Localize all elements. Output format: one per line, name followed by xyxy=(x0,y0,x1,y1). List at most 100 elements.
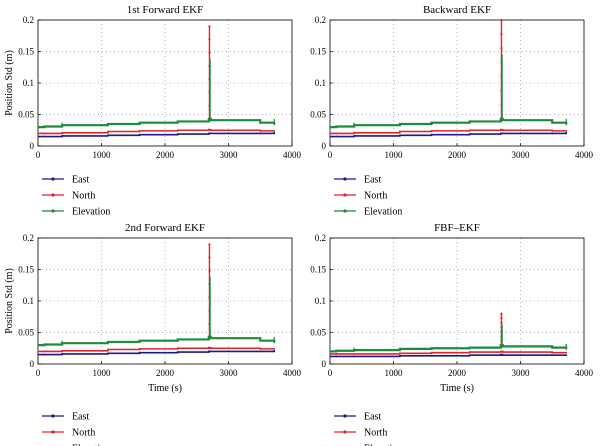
legend-marker-elevation xyxy=(51,209,55,213)
series-point-north xyxy=(259,129,262,132)
x-tick-label: 4000 xyxy=(575,150,594,160)
y-axis-label: Position Std (m) xyxy=(4,268,15,334)
series-point-north xyxy=(138,347,141,350)
series-point-north xyxy=(106,348,109,351)
series-point-east xyxy=(335,355,338,358)
series-point-east xyxy=(259,350,262,353)
x-tick-label: 1000 xyxy=(93,368,112,378)
legend-label-north: North xyxy=(72,428,95,439)
series-point-north xyxy=(106,130,109,133)
series-point-north xyxy=(43,350,46,353)
series-point-east xyxy=(353,135,356,137)
series-point-elevation xyxy=(259,339,262,342)
x-tick-label: 2000 xyxy=(156,150,175,160)
series-point-east xyxy=(468,133,471,135)
series-point-north xyxy=(501,129,504,132)
spike-marker xyxy=(208,309,211,312)
series-point-elevation xyxy=(43,125,46,128)
series-line-north xyxy=(330,350,567,355)
y-tick-label: 0.2 xyxy=(23,233,34,243)
series-point-elevation xyxy=(430,347,433,350)
series-point-east xyxy=(551,132,554,135)
legend-label-north: North xyxy=(364,428,387,439)
series-point-east xyxy=(207,350,210,353)
legend-label-elevation: Elevation xyxy=(364,207,402,218)
series-point-north xyxy=(207,128,210,131)
series-point-north xyxy=(430,129,433,132)
series-point-elevation xyxy=(468,120,471,123)
series-point-east xyxy=(209,350,212,353)
spike-marker xyxy=(500,75,503,78)
spike-marker xyxy=(500,330,503,333)
series-point-east xyxy=(551,354,554,357)
series-point-north xyxy=(273,129,276,132)
spike-marker xyxy=(500,312,503,315)
series-line-elevation xyxy=(38,117,276,129)
series-point-elevation xyxy=(176,120,179,123)
series-point-elevation xyxy=(138,339,141,342)
legend-marker-north xyxy=(343,430,347,434)
legend-marker-north xyxy=(51,430,55,434)
panel-title: Backward EKF xyxy=(423,4,491,16)
series-point-north xyxy=(207,346,210,349)
legend-label-elevation: Elevation xyxy=(72,207,110,218)
series-point-north xyxy=(335,132,338,135)
x-tick-label: 4000 xyxy=(283,368,302,378)
series-point-east xyxy=(501,132,504,135)
series-point-east xyxy=(43,353,46,356)
spike-marker xyxy=(208,282,211,286)
legend-label-east: East xyxy=(72,412,89,423)
y-tick-label: 0.05 xyxy=(18,110,34,120)
x-tick-label: 2000 xyxy=(448,368,467,378)
series-point-elevation xyxy=(43,343,46,346)
plot-frame xyxy=(329,237,585,365)
series-point-east xyxy=(565,131,568,134)
y-tick-label: 0.05 xyxy=(310,110,326,120)
spike-marker xyxy=(500,335,503,338)
series-point-north xyxy=(499,350,502,353)
y-tick-label: 0 xyxy=(30,359,35,369)
x-tick-label: 1000 xyxy=(385,150,404,160)
series-point-north xyxy=(209,129,212,132)
series-point-east xyxy=(499,132,502,135)
series-point-north xyxy=(43,132,46,135)
series-point-elevation xyxy=(209,119,212,122)
spike-marker xyxy=(500,89,503,92)
series-point-north xyxy=(273,347,276,350)
spike-marker xyxy=(208,91,211,94)
spike-marker xyxy=(500,326,503,329)
y-tick-label: 0.1 xyxy=(315,296,326,306)
series-point-east xyxy=(61,353,64,355)
series-point-north xyxy=(398,130,401,133)
series-point-east xyxy=(468,354,471,357)
x-tick-label: 0 xyxy=(36,368,41,378)
series-line-elevation xyxy=(330,117,568,129)
legend-label-north: North xyxy=(364,191,387,202)
series-point-elevation xyxy=(501,345,504,348)
x-tick-label: 3000 xyxy=(512,368,531,378)
series-point-east xyxy=(176,133,179,135)
series-line-east xyxy=(330,353,567,358)
x-axis-label: Time (s) xyxy=(148,383,182,394)
plot-frame xyxy=(37,237,293,365)
legend-label-elevation: Elevation xyxy=(364,444,402,446)
series-line-elevation xyxy=(38,335,276,347)
x-tick-label: 2000 xyxy=(156,368,175,378)
legend-marker-east xyxy=(343,414,347,418)
y-tick-label: 0 xyxy=(30,141,35,151)
series-point-elevation xyxy=(209,337,212,340)
spike-marker xyxy=(208,256,211,259)
x-tick-label: 3000 xyxy=(220,150,239,160)
series-point-north xyxy=(61,131,64,134)
series-point-elevation xyxy=(551,121,554,124)
spike-marker xyxy=(500,33,503,36)
y-tick-label: 0.1 xyxy=(315,78,326,88)
series-point-east xyxy=(499,353,502,356)
x-tick-label: 3000 xyxy=(512,150,531,160)
spike-marker xyxy=(208,296,211,299)
y-tick-label: 0 xyxy=(322,359,327,369)
series-point-north xyxy=(499,128,502,131)
spike-marker xyxy=(500,317,503,320)
series-point-east xyxy=(259,132,262,135)
series-point-east xyxy=(209,132,212,135)
